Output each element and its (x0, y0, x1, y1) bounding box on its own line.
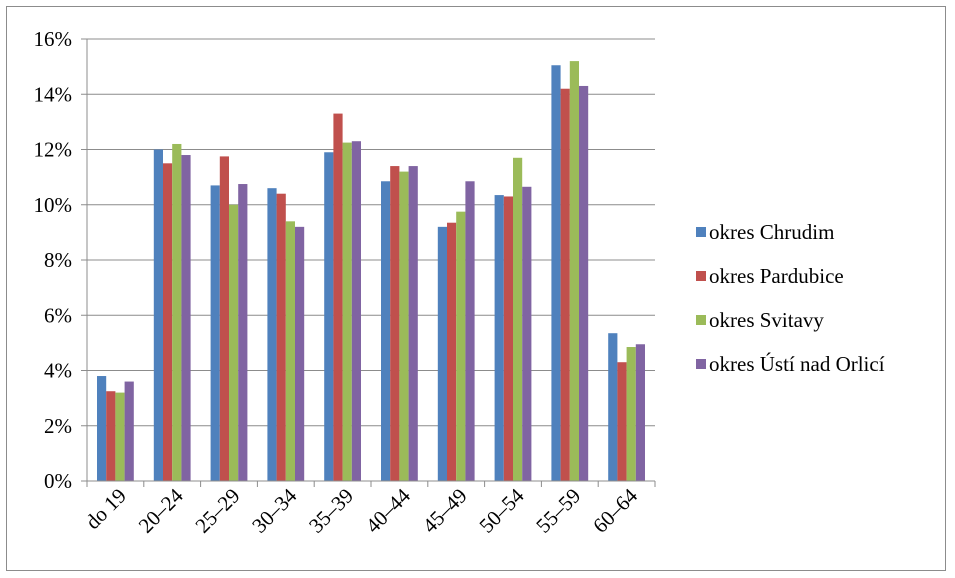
bar (295, 226, 305, 481)
bar (390, 166, 400, 481)
bar (456, 211, 466, 481)
bar (267, 188, 277, 482)
y-tick-label: 8% (44, 248, 72, 272)
x-tick-label: do 19 (81, 484, 131, 534)
bar (276, 193, 286, 481)
bar (626, 347, 636, 481)
legend-label: okres Svitavy (709, 308, 824, 332)
bar (437, 226, 447, 481)
bar (617, 362, 627, 481)
x-tick-label: 20–24 (134, 483, 188, 537)
x-tick-label: 50–54 (474, 483, 528, 537)
bar (569, 61, 579, 481)
y-tick-label: 6% (44, 303, 72, 327)
y-tick-label: 10% (34, 193, 73, 217)
bar (153, 149, 163, 481)
bar (465, 181, 475, 482)
legend-label: okres Pardubice (709, 264, 844, 288)
bar (579, 85, 589, 482)
bar (106, 391, 116, 481)
bar (608, 333, 618, 481)
legend: okres Chrudim okres Pardubice okres Svitav… (696, 220, 885, 376)
bar (503, 196, 513, 481)
y-tick-label: 2% (44, 414, 72, 438)
bar (494, 195, 504, 482)
legend-swatch (696, 359, 706, 369)
bar (229, 204, 239, 481)
bar (447, 222, 457, 482)
bar (408, 166, 418, 481)
y-tick-label: 14% (34, 82, 73, 106)
bar (351, 141, 361, 481)
y-tick-label: 16% (34, 27, 73, 51)
bar (324, 152, 334, 481)
legend-swatch (696, 227, 706, 237)
bar (181, 155, 191, 481)
bar (399, 171, 409, 481)
bar (238, 184, 248, 481)
x-tick-label: 60–64 (588, 483, 642, 537)
x-tick-label: 40–44 (361, 483, 415, 537)
x-tick-label: 25–29 (190, 484, 244, 538)
bar (342, 142, 352, 481)
legend-label: okres Ústí nad Orlicí (709, 352, 885, 376)
bar (635, 344, 645, 481)
y-tick-label: 12% (34, 138, 73, 162)
bar (172, 143, 182, 481)
bar (97, 376, 107, 481)
x-axis-tick-labels: do 19 20–24 25–29 30–34 35–39 40–44 45–49 50–54… (81, 483, 643, 537)
bar (210, 185, 220, 481)
bar (333, 113, 343, 482)
legend-label: okres Chrudim (709, 220, 834, 244)
bar (560, 88, 570, 481)
bar (163, 163, 173, 481)
bar (513, 157, 523, 481)
x-tick-label: 35–39 (304, 484, 358, 538)
bars (97, 61, 645, 482)
bar (115, 392, 125, 481)
legend-swatch (696, 271, 706, 281)
y-axis-tick-labels: 0% 2% 4% 6% 8% 10% 12% 14% 16% (34, 27, 73, 493)
bar (551, 65, 561, 482)
bar (285, 221, 295, 481)
axes (81, 38, 656, 487)
x-tick-label: 55–59 (531, 484, 585, 538)
bar (219, 156, 229, 481)
y-tick-label: 0% (44, 469, 72, 493)
bar (381, 181, 391, 482)
x-tick-label: 30–34 (247, 483, 301, 537)
bar (522, 186, 532, 481)
legend-swatch (696, 315, 706, 325)
y-tick-label: 4% (44, 359, 72, 383)
bar (124, 381, 134, 481)
x-tick-label: 45–49 (418, 484, 472, 538)
